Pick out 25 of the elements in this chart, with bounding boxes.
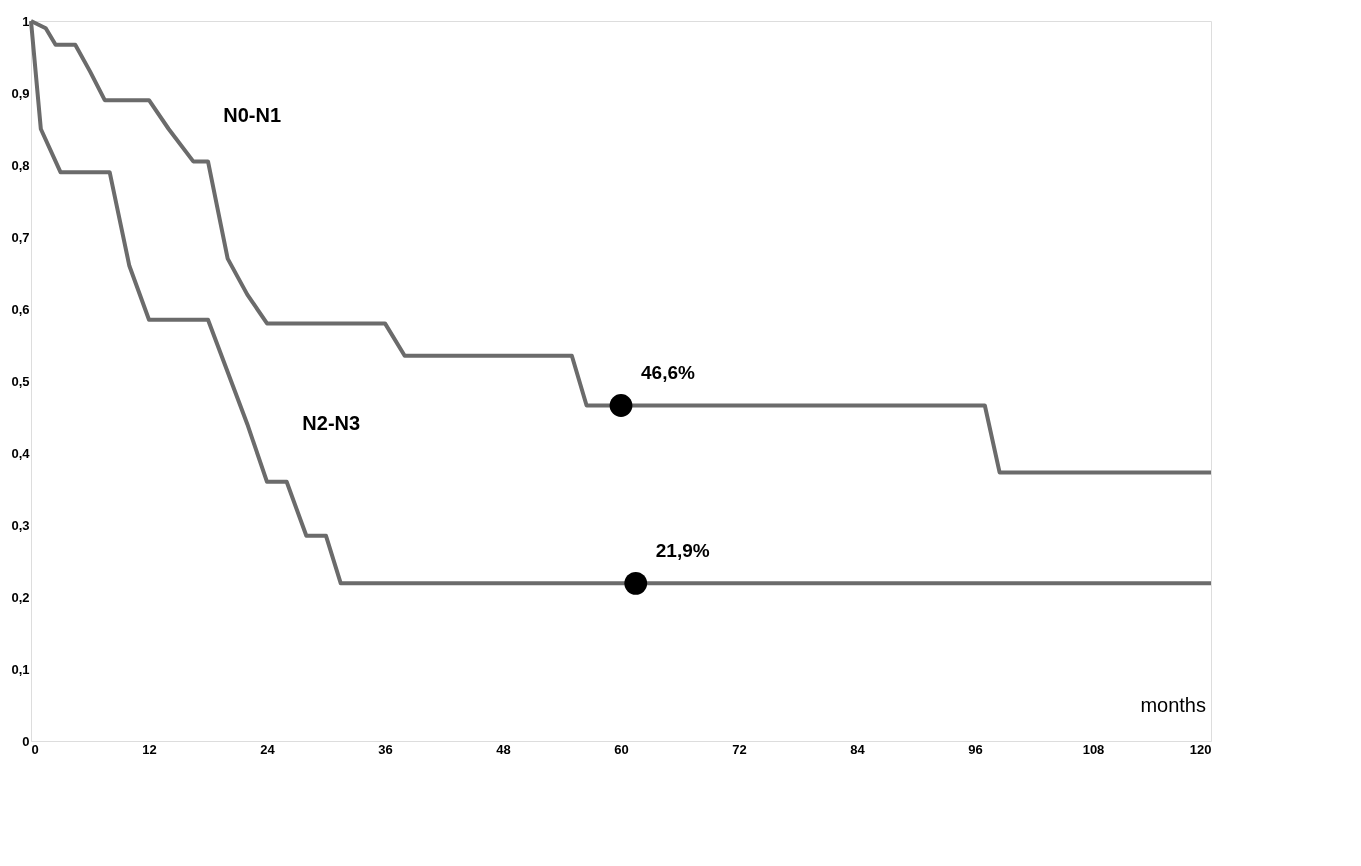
- x-tick-label: 84: [850, 741, 866, 757]
- y-tick-label: 0,3: [11, 517, 30, 533]
- y-tick-label: 0,4: [11, 445, 31, 461]
- series-label: N0-N1: [223, 104, 282, 127]
- y-tick-label: 0,9: [11, 85, 30, 101]
- y-tick-label: 0,6: [11, 301, 30, 317]
- y-tick-label: 0,5: [11, 373, 30, 389]
- y-tick-label: 0,2: [11, 589, 30, 605]
- x-axis-title: months: [1140, 694, 1206, 716]
- x-tick-label: 108: [1082, 741, 1105, 757]
- y-tick-label: 1: [22, 13, 30, 29]
- x-tick-label: 72: [732, 741, 747, 757]
- x-tick-label: 36: [378, 741, 393, 757]
- annotation: 21,9%: [655, 540, 710, 562]
- x-tick-label: 12: [142, 741, 157, 757]
- x-tick-label: 60: [614, 741, 629, 757]
- x-tick-label: 120: [1189, 741, 1212, 757]
- y-tick-label: 0,1: [11, 661, 30, 677]
- y-tick-label: 0,7: [11, 229, 30, 245]
- y-tick-label: 0,8: [11, 157, 30, 173]
- x-tick-label: 48: [496, 741, 511, 757]
- text: N2-N3: [302, 412, 361, 435]
- x-tick-label: 96: [968, 741, 983, 757]
- x-tick-label: 24: [260, 741, 276, 757]
- annotation: 46,6%: [641, 362, 695, 384]
